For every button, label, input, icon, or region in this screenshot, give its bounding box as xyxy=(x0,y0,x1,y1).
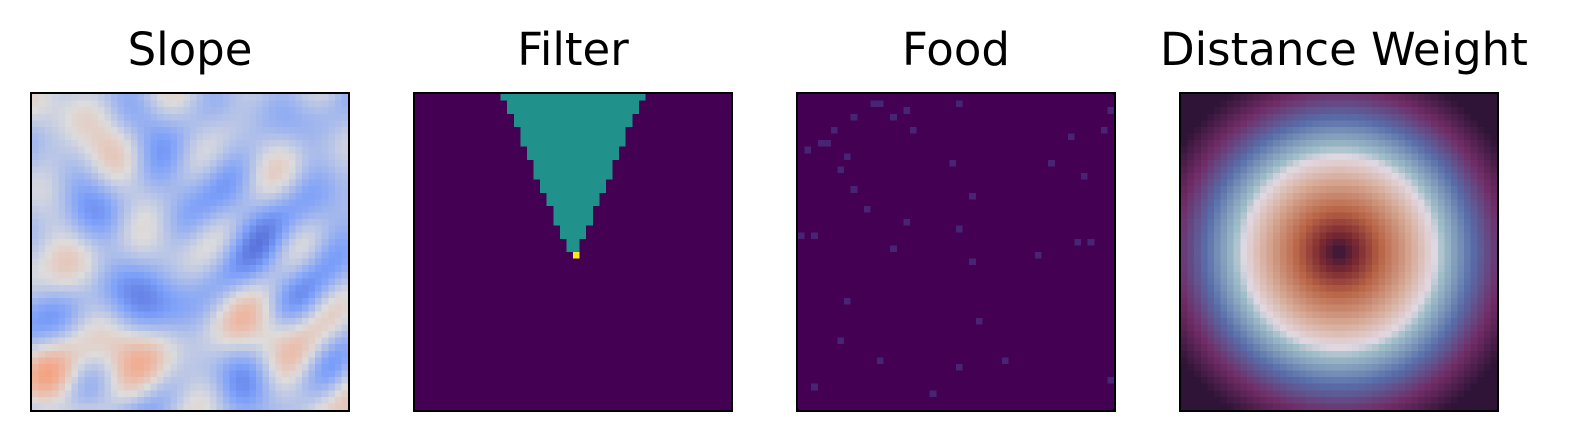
panel-title-distance-weight: Distance Weight xyxy=(1160,23,1528,76)
panel-title-slope: Slope xyxy=(127,23,253,76)
heatmap-slope xyxy=(30,92,350,412)
heatmap-food xyxy=(796,92,1116,412)
panel-title-food: Food xyxy=(902,23,1010,76)
heatmap-distance-weight xyxy=(1179,92,1499,412)
panel-title-filter: Filter xyxy=(517,23,629,76)
heatmap-filter xyxy=(413,92,733,412)
